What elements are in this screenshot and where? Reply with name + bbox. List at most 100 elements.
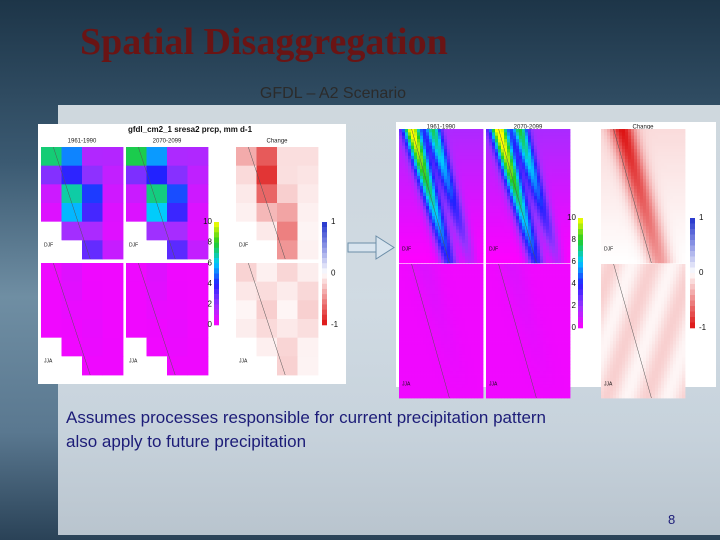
map-cell	[480, 142, 484, 147]
map-cell	[679, 149, 683, 153]
map-cell	[510, 331, 514, 335]
map-cell	[561, 314, 565, 318]
map-cell	[549, 236, 553, 240]
map-cell	[601, 152, 605, 157]
map-cell	[456, 391, 460, 396]
map-cell	[453, 387, 457, 392]
map-cell	[561, 216, 565, 220]
map-cell	[546, 334, 550, 339]
map-cell	[516, 351, 520, 355]
map-cell	[537, 159, 541, 163]
map-cell	[525, 374, 529, 379]
map-cell	[495, 135, 499, 140]
map-cell	[522, 334, 526, 339]
map-cell	[435, 239, 439, 244]
map-cell	[468, 239, 472, 244]
map-cell	[471, 169, 475, 173]
map-cell	[456, 307, 460, 312]
map-cell	[435, 307, 439, 312]
map-cell	[489, 357, 493, 362]
map-cell	[435, 384, 439, 389]
map-cell	[474, 354, 478, 359]
map-cell	[546, 162, 550, 167]
map-cell	[465, 351, 469, 355]
map-cell	[417, 142, 421, 147]
map-cell	[102, 319, 124, 339]
map-cell	[492, 232, 496, 237]
map-cell	[540, 259, 544, 264]
map-cell	[465, 229, 469, 234]
map-cell	[477, 307, 481, 312]
map-cell	[438, 179, 442, 183]
map-cell	[399, 212, 403, 217]
map-cell	[405, 354, 409, 359]
map-cell	[477, 394, 481, 399]
map-cell	[408, 129, 412, 133]
map-cell	[558, 179, 562, 183]
map-cell	[256, 165, 278, 185]
map-cell	[480, 209, 484, 214]
map-cell	[667, 149, 671, 153]
map-cell	[564, 327, 568, 332]
map-cell	[516, 192, 520, 197]
map-cell	[411, 165, 415, 170]
map-cell	[441, 381, 445, 385]
map-cell	[489, 324, 493, 329]
map-cell	[528, 192, 532, 197]
map-cell	[543, 290, 547, 295]
map-cell	[546, 129, 550, 133]
map-cell	[465, 169, 469, 173]
map-cell	[543, 344, 547, 349]
map-cell	[555, 242, 559, 247]
map-cell	[561, 274, 565, 278]
map-cell	[399, 172, 403, 177]
map-cell	[622, 142, 626, 147]
map-cell	[459, 337, 463, 342]
map-cell	[441, 236, 445, 240]
map-cell	[537, 364, 541, 369]
map-cell	[459, 314, 463, 318]
map-cell	[486, 196, 490, 200]
map-cell	[423, 327, 427, 332]
map-cell	[477, 236, 481, 240]
map-cell	[456, 264, 460, 268]
map-cell	[516, 179, 520, 183]
map-cell	[441, 139, 445, 143]
map-cell	[408, 357, 412, 362]
map-cell	[414, 361, 418, 365]
map-cell	[567, 381, 571, 385]
map-cell	[513, 267, 517, 272]
map-cell	[561, 371, 565, 375]
map-cell	[447, 185, 451, 190]
map-cell	[432, 246, 436, 250]
map-cell	[637, 139, 641, 143]
map-cell	[441, 132, 445, 137]
map-cell	[447, 216, 451, 220]
map-cell	[555, 267, 559, 272]
map-cell	[480, 367, 484, 372]
map-cell	[471, 381, 475, 385]
map-cell	[549, 277, 553, 282]
map-cell	[438, 270, 442, 275]
map-cell	[564, 199, 568, 204]
map-cell	[447, 270, 451, 275]
map-cell	[474, 162, 478, 167]
map-cell	[146, 281, 168, 301]
map-cell	[450, 391, 454, 396]
map-cell	[486, 270, 490, 275]
map-cell	[564, 304, 568, 308]
map-cell	[501, 387, 505, 392]
map-cell	[474, 182, 478, 187]
map-cell	[450, 394, 454, 399]
map-cell	[426, 364, 430, 369]
map-cell	[525, 185, 529, 190]
map-cell	[477, 172, 481, 177]
map-cell	[531, 152, 535, 157]
map-cell	[507, 320, 511, 325]
map-cell	[453, 394, 457, 399]
map-cell	[429, 172, 433, 177]
map-cell	[402, 145, 406, 150]
map-cell	[474, 259, 478, 264]
map-cell	[474, 209, 478, 214]
map-cell	[540, 314, 544, 318]
